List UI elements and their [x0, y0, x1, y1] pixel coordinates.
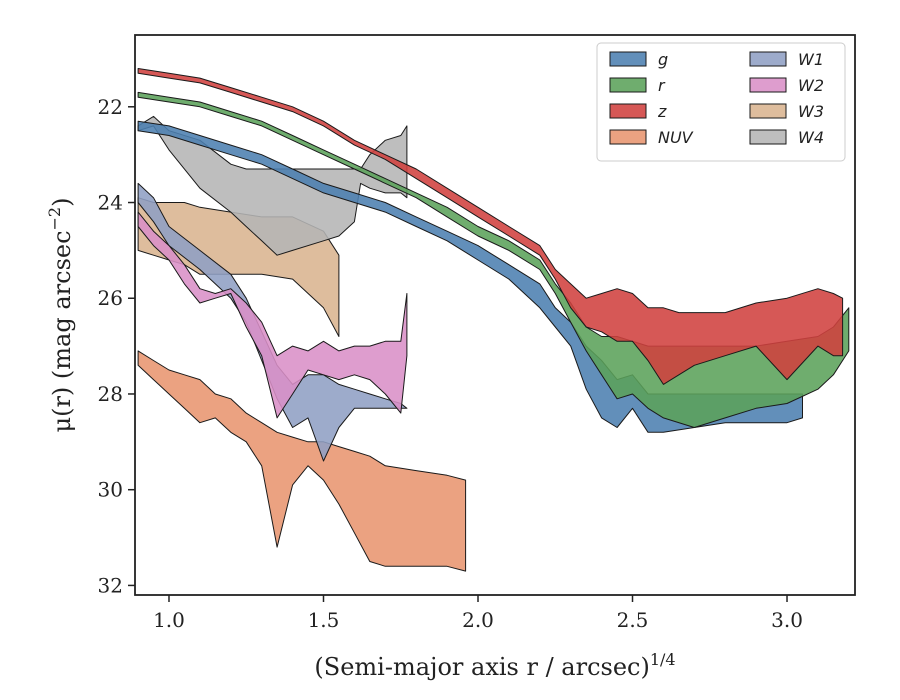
y-tick-label: 26 [98, 286, 123, 310]
y-tick-label: 30 [98, 478, 123, 502]
legend-label-g: g [658, 50, 668, 69]
legend-swatch-w2 [749, 77, 787, 93]
legend-label-w3: W3 [798, 102, 824, 121]
x-tick-label: 2.5 [617, 608, 649, 632]
legend-swatch-w3 [749, 103, 787, 119]
x-axis-label: (Semi-major axis r / arcsec)1/4 [314, 650, 675, 681]
legend-swatch-w1 [749, 51, 787, 67]
legend-label-w4: W4 [798, 128, 824, 147]
legend-label-w1: W1 [798, 50, 824, 69]
x-tick-label: 1.5 [308, 608, 340, 632]
band-w4 [137, 115, 408, 256]
y-tick-label: 22 [98, 95, 123, 119]
y-tick-label: 24 [98, 191, 123, 215]
legend-swatch-z [609, 103, 647, 119]
y-tick-label: 28 [98, 382, 123, 406]
band-z [137, 68, 844, 385]
band-r [137, 91, 850, 428]
x-tick-label: 3.0 [771, 608, 803, 632]
band-w2 [137, 211, 408, 419]
legend-swatch-nuv [609, 129, 647, 145]
legend-label-r: r [658, 76, 666, 95]
band-nuv [137, 350, 467, 572]
y-tick-label: 32 [98, 573, 123, 597]
surface-brightness-bands [137, 68, 850, 572]
x-axis-ticks: 1.0 1.5 2.0 2.5 3.0 [153, 595, 803, 632]
legend-label-nuv: NUV [658, 128, 694, 147]
legend: grz NUV W1 W2 W3 W4 [596, 42, 846, 162]
y-axis-ticks: 22 24 26 28 30 32 [98, 95, 135, 597]
x-tick-label: 1.0 [153, 608, 185, 632]
y-axis-label: μ(r) (mag arcsec−2) [45, 198, 76, 433]
legend-swatch-w4 [749, 129, 787, 145]
x-tick-label: 2.0 [462, 608, 494, 632]
legend-swatch-g [609, 51, 647, 67]
legend-label-z: z [657, 102, 667, 121]
legend-label-w2: W2 [798, 76, 824, 95]
legend-swatch-r [609, 77, 647, 93]
plot-frame [134, 34, 856, 596]
